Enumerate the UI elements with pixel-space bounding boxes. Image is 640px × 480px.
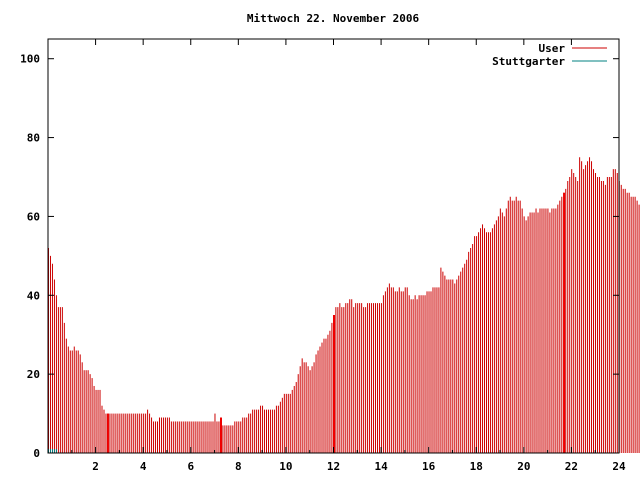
x-tick-label: 24 [612,460,626,473]
series-user [48,157,640,453]
x-tick-label: 8 [235,460,242,473]
x-tick-label: 6 [187,460,194,473]
y-tick-label: 100 [20,53,40,66]
x-tick-label: 18 [470,460,483,473]
chart-title: Mittwoch 22. November 2006 [247,12,420,25]
x-tick-label: 4 [140,460,147,473]
x-tick-label: 22 [565,460,578,473]
y-tick-label: 0 [33,447,40,460]
legend: User Stuttgarter [492,42,607,68]
x-tick-label: 2 [92,460,99,473]
y-tick-label: 40 [27,289,40,302]
legend-label-stuttgarter: Stuttgarter [492,55,565,68]
plot-area [48,157,640,453]
y-tick-label: 20 [27,368,40,381]
x-tick-label: 12 [327,460,340,473]
series-stuttgarter [48,449,57,453]
x-tick-label: 16 [422,460,436,473]
x-tick-label: 20 [517,460,530,473]
y-tick-label: 80 [27,132,40,145]
x-tick-label: 10 [279,460,292,473]
legend-label-user: User [539,42,566,55]
x-tick-label: 14 [374,460,388,473]
highlight-bars [106,192,566,453]
y-tick-label: 60 [27,210,40,223]
